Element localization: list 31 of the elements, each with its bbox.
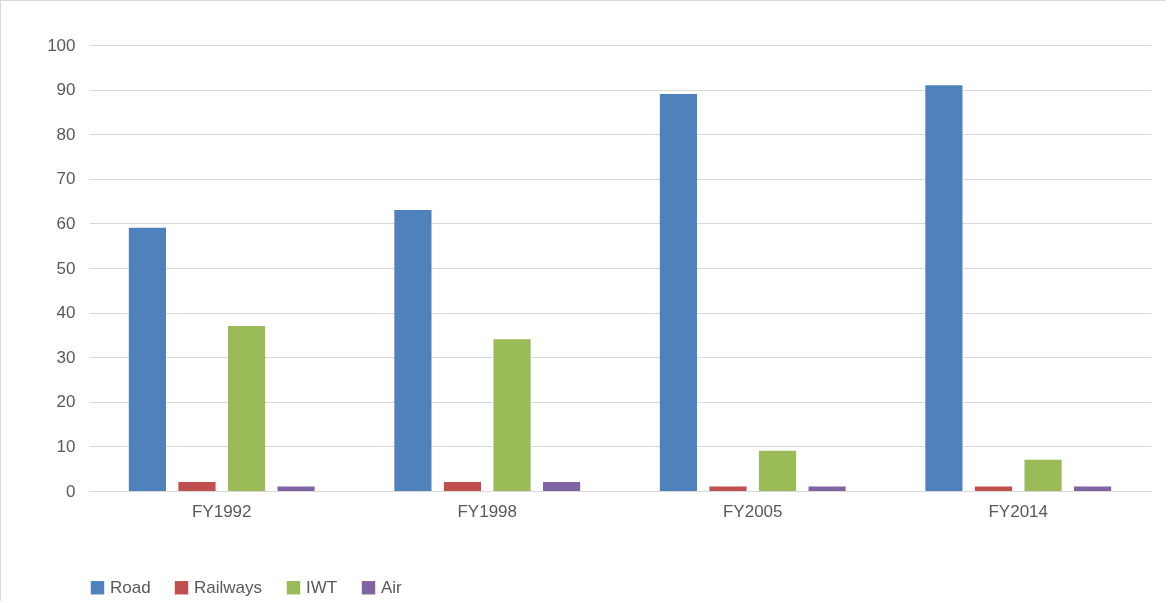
x-tick-label: FY1998: [457, 501, 518, 521]
legend-label: Air: [381, 577, 403, 597]
y-tick-label: 10: [56, 436, 76, 456]
y-tick-label: 90: [56, 80, 76, 100]
legend-label: Road: [110, 577, 151, 597]
y-tick-label: 20: [56, 392, 76, 412]
bar: [709, 486, 747, 491]
x-tick-label: FY2014: [988, 501, 1049, 521]
y-tick-label: 50: [56, 258, 76, 278]
y-tick-label: 40: [56, 303, 76, 323]
bar: [925, 85, 963, 491]
bar: [443, 482, 482, 491]
bar: [758, 450, 797, 491]
legend-label: Railways: [194, 577, 263, 597]
y-tick-label: 0: [66, 481, 76, 501]
x-tick-label: FY2005: [722, 501, 783, 521]
bar: [394, 210, 432, 491]
bar: [1024, 459, 1062, 491]
x-tick-label: FY1992: [191, 501, 252, 521]
bar: [227, 325, 266, 491]
bar: [659, 94, 697, 491]
y-tick-label: 80: [56, 124, 76, 144]
bar: [543, 482, 581, 491]
bar: [493, 339, 531, 491]
y-tick-label: 100: [47, 35, 76, 55]
y-tick-label: 60: [56, 213, 76, 233]
legend-label: IWT: [306, 577, 338, 597]
y-tick-label: 70: [56, 169, 76, 189]
bar: [128, 227, 166, 491]
bar: [178, 482, 216, 491]
y-tick-label: 30: [56, 347, 76, 367]
